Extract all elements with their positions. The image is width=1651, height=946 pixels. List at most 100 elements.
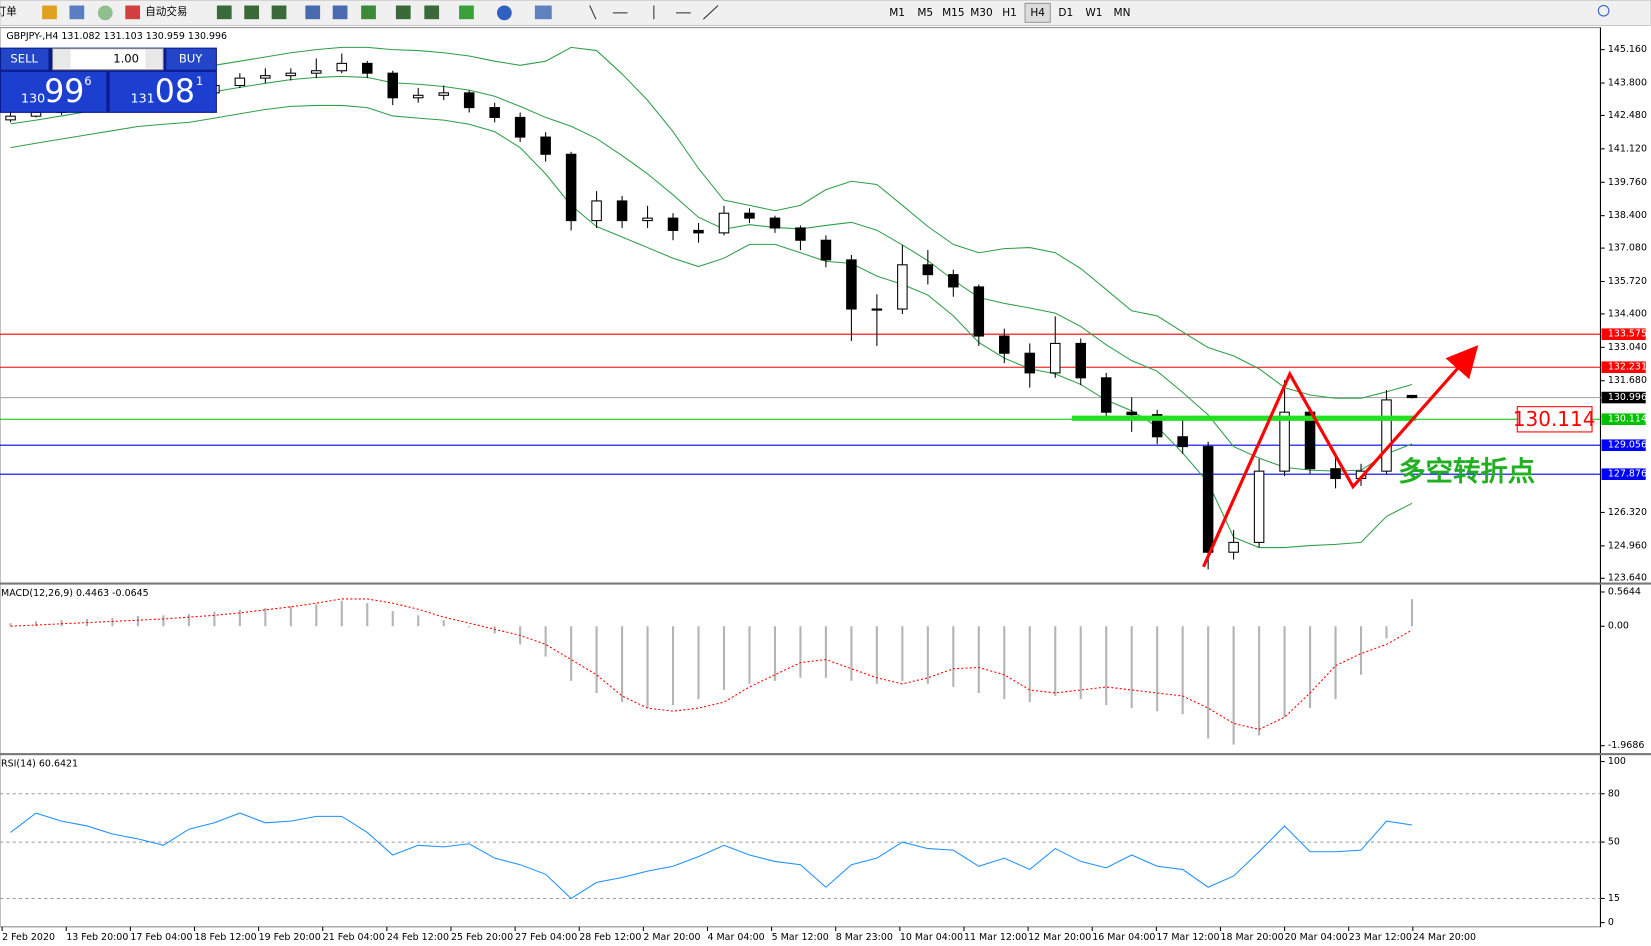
candle-body [922,264,934,276]
candle-body [1202,446,1214,553]
lot-input[interactable] [52,48,164,71]
buy-button[interactable] [166,48,216,70]
search-icon[interactable] [1597,4,1610,17]
candle-body [1024,352,1036,374]
y-tick-label: 133.040 [1608,342,1647,353]
candle-body [897,264,908,310]
signal-line [10,598,1413,730]
candle-body [1279,411,1290,472]
x-tick-label: 4 Mar 04:00 [707,932,764,943]
candle-body [514,116,526,138]
x-tick-label: 2 Feb 2020 [2,932,55,943]
y-tick-label: 137.080 [1608,243,1647,254]
y-tick-label: 0 [1608,917,1614,928]
price-box [1516,406,1593,433]
candle-body [1177,436,1188,448]
tool-icons [216,5,552,21]
candle-body [361,62,373,74]
icon[interactable] [589,5,597,20]
candle-body [795,227,806,241]
timeframe-button[interactable]: MN [1114,7,1131,19]
candle-body [871,308,883,311]
icon[interactable] [271,5,287,20]
candle-body [1381,399,1392,472]
sell-label: SELL [10,52,38,66]
icon[interactable] [42,5,57,20]
icon[interactable] [534,5,552,20]
icon[interactable] [216,5,232,20]
y-tick-label: 50 [1608,837,1620,848]
x-tick-label: 24 Mar 20:00 [1413,932,1476,943]
icon[interactable] [424,5,440,20]
timeframe-button[interactable]: H4 [1030,7,1045,19]
level-label: 127.876 [1608,469,1647,480]
x-tick-label: 13 Feb 20:00 [66,932,128,943]
lot-down[interactable] [53,49,71,69]
ask-box[interactable] [109,71,216,112]
level-tag [1601,391,1646,404]
icon[interactable] [459,5,474,20]
y-tick-label: 139.760 [1608,177,1647,188]
macd-main: 0.4463 [76,588,109,599]
timeframe-button[interactable]: M15 [942,7,964,19]
level-tag [1601,468,1646,480]
x-tick-label: 21 Feb 04:00 [323,932,385,943]
candle-body [412,94,424,99]
candle-body [642,217,653,222]
close: 130.996 [188,31,227,42]
ask-big: 131 [131,91,155,106]
rsi-title: RSI(14) [1,758,36,769]
candle-body [540,136,551,155]
icon[interactable] [97,5,113,21]
icon[interactable] [125,5,141,20]
level-label: 132.231 [1608,362,1647,373]
lot-up[interactable] [145,49,163,69]
macd-title: MACD(12,26,9) [1,588,73,599]
candle-body [387,72,399,99]
y-tick-label: 134.400 [1608,308,1647,319]
x-tick-label: 11 Mar 12:00 [964,932,1027,943]
icon[interactable] [305,5,321,20]
band-upper [10,46,1413,399]
macd-header: MACD(12,26,9) 0.4463 -0.0645 [1,588,149,599]
ask-pips: 08 [155,74,195,110]
high: 131.103 [104,31,143,42]
timeframe-button[interactable]: M5 [917,7,933,19]
candle-body [285,72,297,77]
y-tick-label: 138.400 [1608,210,1647,221]
sell-button[interactable] [1,48,49,70]
panel-separator [0,753,1651,756]
symbol: GBPJPY-,H4 [6,31,58,42]
level-label: 130.996 [1608,392,1647,403]
icon[interactable] [69,5,85,20]
one-click-trading: SELL 1.00 BUY 130 99 6 131 08 1 [0,47,217,113]
timeframe-button[interactable]: D1 [1058,7,1073,19]
bid-box[interactable] [1,71,107,112]
open: 131.082 [61,31,100,42]
candle-body [1330,468,1341,480]
y-tick-label: 124.960 [1608,540,1647,551]
y-tick-label: 0.00 [1608,621,1629,632]
ask-frac: 1 [196,74,203,88]
candle-body [1100,377,1112,413]
x-tick-label: 10 Mar 04:00 [900,932,963,943]
new-order-button[interactable]: 新订单 [0,5,17,18]
timeframe-button[interactable]: M1 [889,7,905,19]
timeframe-button[interactable]: W1 [1085,7,1102,19]
timeframe-button[interactable]: H1 [1002,7,1017,19]
icon[interactable] [496,5,512,21]
y-tick-label: 145.160 [1608,44,1647,55]
icon[interactable] [703,5,719,20]
icon[interactable] [332,5,348,20]
annotation: 多空转折点 [1398,456,1535,488]
icon[interactable] [244,5,260,20]
active-timeframe [1024,2,1051,23]
icon[interactable] [395,5,411,20]
y-tick-label: 142.480 [1608,110,1647,121]
x-tick-label: 12 Mar 20:00 [1028,932,1091,943]
icon[interactable] [361,5,376,20]
auto-trading-button[interactable]: 自动交易 [145,5,187,18]
candle-body [1228,541,1239,553]
timeframe-button[interactable]: M30 [970,7,992,19]
